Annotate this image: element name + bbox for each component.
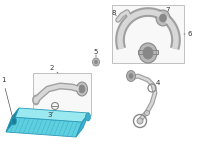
Text: 7: 7 — [165, 7, 170, 13]
Bar — [112, 5, 184, 63]
Polygon shape — [12, 108, 89, 122]
Ellipse shape — [144, 111, 150, 116]
Text: 3: 3 — [48, 112, 53, 118]
Ellipse shape — [95, 60, 98, 64]
Ellipse shape — [160, 14, 166, 22]
Text: 5: 5 — [94, 49, 98, 57]
Ellipse shape — [76, 82, 88, 96]
Bar — [138, 50, 158, 54]
Polygon shape — [6, 117, 82, 137]
Polygon shape — [76, 113, 89, 137]
Text: 4: 4 — [152, 80, 160, 88]
Ellipse shape — [92, 58, 100, 66]
Ellipse shape — [34, 97, 38, 103]
Ellipse shape — [127, 71, 136, 81]
Text: 1: 1 — [1, 77, 12, 116]
Ellipse shape — [86, 113, 90, 121]
Ellipse shape — [143, 47, 153, 59]
Ellipse shape — [156, 10, 170, 26]
Ellipse shape — [139, 43, 157, 63]
Polygon shape — [6, 108, 19, 132]
Ellipse shape — [79, 85, 85, 93]
Ellipse shape — [12, 117, 16, 125]
Text: 2: 2 — [50, 65, 58, 73]
Bar — [33, 73, 91, 115]
Ellipse shape — [137, 118, 143, 124]
Text: 6: 6 — [184, 31, 192, 37]
Ellipse shape — [129, 74, 133, 78]
Ellipse shape — [32, 95, 40, 105]
Text: 8: 8 — [112, 10, 116, 16]
